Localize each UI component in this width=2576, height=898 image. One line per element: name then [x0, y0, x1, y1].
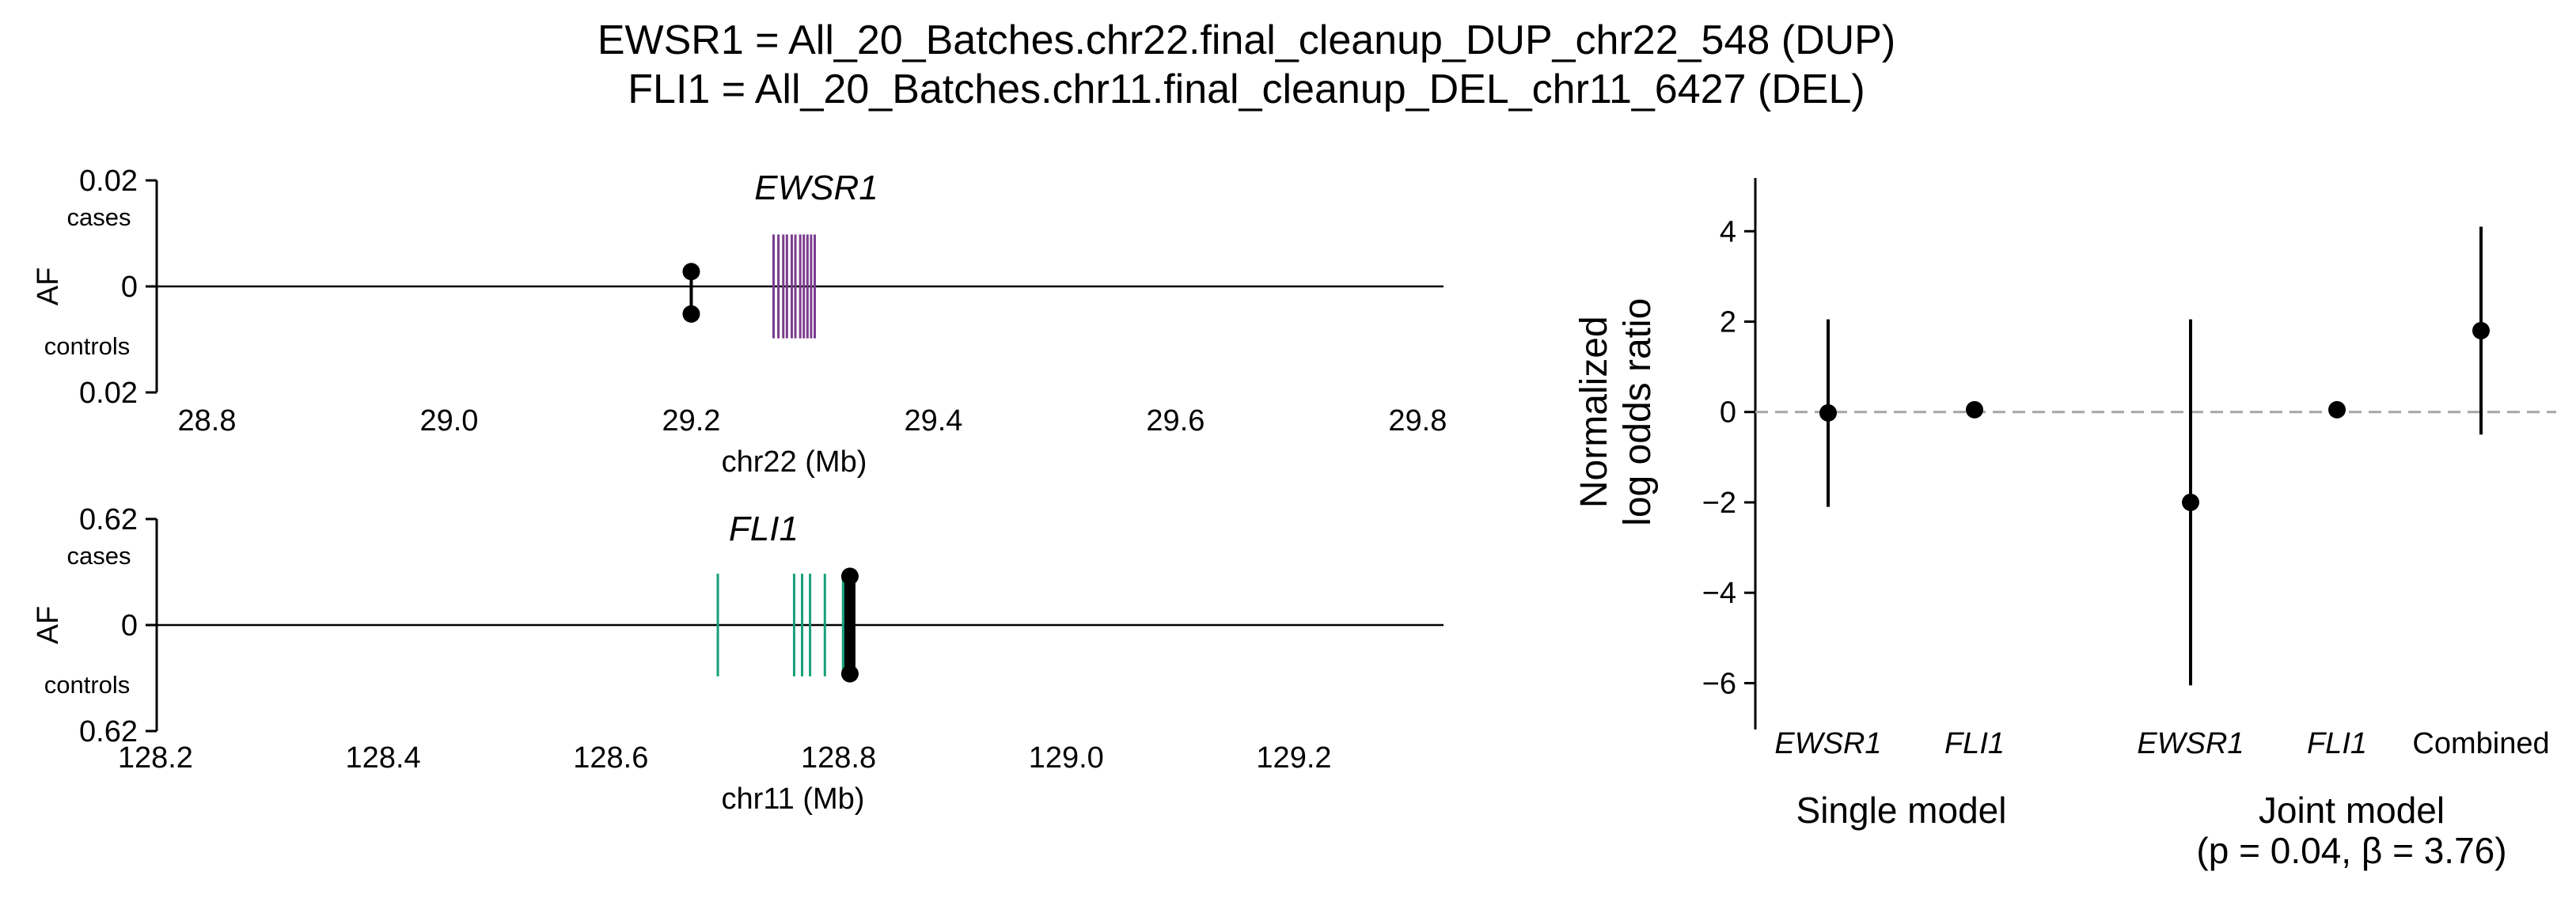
- forest-category-label-3: FLI1: [2307, 727, 2367, 760]
- ewsr1-controls-label: controls: [44, 332, 131, 360]
- fli1-x-tick-label-2: 128.6: [573, 741, 648, 775]
- ewsr1-y-tick-label-zero: 0: [121, 271, 138, 304]
- figure-title-line-2: FLI1 = All_20_Batches.chr11.final_cleanu…: [628, 66, 1865, 112]
- figure-title-line-1: EWSR1 = All_20_Batches.chr22.final_clean…: [598, 17, 1895, 63]
- forest-category-label-4: Combined: [2412, 727, 2549, 760]
- fli1-controls-label: controls: [44, 671, 131, 699]
- forest-group-label-0-line-1: Single model: [1796, 790, 2007, 831]
- ewsr1-x-axis-label: chr22 (Mb): [722, 445, 867, 479]
- ewsr1-x-tick-label-0: 28.8: [178, 404, 237, 438]
- odds-ratio-forest-panel: 4 2 0 −2 −4 −6 Normalized log odds ratio EWSR1 FL…: [1573, 178, 2556, 871]
- fli1-y-tick-label-bottom: 0.62: [79, 715, 138, 748]
- ewsr1-y-axis-label: AF: [32, 267, 65, 306]
- forest-point-2: [2182, 493, 2199, 511]
- ewsr1-x-tick-label-5: 29.8: [1388, 404, 1447, 438]
- fli1-x-tick-label-0: 128.2: [118, 741, 193, 775]
- fli1-gene-name: FLI1: [729, 510, 799, 548]
- fli1-x-tick-label-1: 128.4: [346, 741, 421, 775]
- forest-y-tick-label-3: −2: [1702, 487, 1736, 520]
- ewsr1-x-tick-label-3: 29.4: [904, 404, 962, 438]
- fli1-x-tick-label-5: 129.2: [1256, 741, 1331, 775]
- forest-y-axis-label-line-2: log odds ratio: [1617, 298, 1659, 526]
- fli1-x-tick-label-4: 129.0: [1029, 741, 1104, 775]
- forest-point-0: [1819, 404, 1837, 422]
- fli1-variant-case-point: [840, 567, 859, 585]
- forest-y-tick-label-0: 4: [1720, 215, 1736, 248]
- forest-point-1: [1966, 400, 1983, 419]
- fli1-y-tick-label-zero: 0: [121, 609, 138, 642]
- ewsr1-cases-label: cases: [67, 203, 131, 231]
- ewsr1-y-tick-label-bottom: 0.02: [79, 377, 138, 410]
- ewsr1-x-tick-label-4: 29.6: [1146, 404, 1205, 438]
- fli1-y-axis-label: AF: [32, 606, 65, 645]
- ewsr1-x-tick-label-1: 29.0: [419, 404, 478, 438]
- forest-category-label-0: EWSR1: [1774, 727, 1881, 760]
- forest-y-tick-label-2: 0: [1720, 396, 1736, 430]
- forest-category-label-2: EWSR1: [2137, 727, 2244, 760]
- fli1-cases-label: cases: [67, 542, 131, 570]
- forest-y-tick-label-1: 2: [1720, 306, 1736, 339]
- fli1-y-tick-label-top: 0.62: [79, 503, 138, 536]
- ewsr1-variant-control-point: [682, 305, 700, 323]
- forest-category-label-1: FLI1: [1944, 727, 2005, 760]
- ewsr1-x-tick-label-2: 29.2: [662, 404, 720, 438]
- forest-group-label-1-line-1: Joint model: [2259, 790, 2445, 831]
- fli1-x-tick-label-3: 128.8: [801, 741, 876, 775]
- forest-y-axis-label-line-1: Normalized: [1573, 316, 1615, 508]
- forest-y-tick-label-4: −4: [1702, 577, 1736, 610]
- forest-group-label-1-line-2: (p = 0.04, β = 3.76): [2196, 830, 2506, 871]
- forest-point-4: [2472, 321, 2490, 339]
- ewsr1-gene-name: EWSR1: [754, 169, 878, 207]
- forest-y-tick-label-5: −6: [1702, 667, 1736, 700]
- fli1-variant-control-point: [840, 665, 859, 683]
- ewsr1-variant-case-point: [682, 263, 700, 281]
- fli1-locus-panel: 0.62 0 0.62 cases controls AF 128.2 128.4 128.6 1…: [32, 503, 1444, 816]
- ewsr1-y-tick-label-top: 0.02: [79, 165, 138, 198]
- fli1-x-axis-label: chr11 (Mb): [722, 782, 865, 816]
- forest-point-3: [2328, 400, 2346, 419]
- ewsr1-locus-panel: 0.02 0 0.02 cases controls AF 28.8 29.0 29.2 29.4…: [32, 165, 1447, 479]
